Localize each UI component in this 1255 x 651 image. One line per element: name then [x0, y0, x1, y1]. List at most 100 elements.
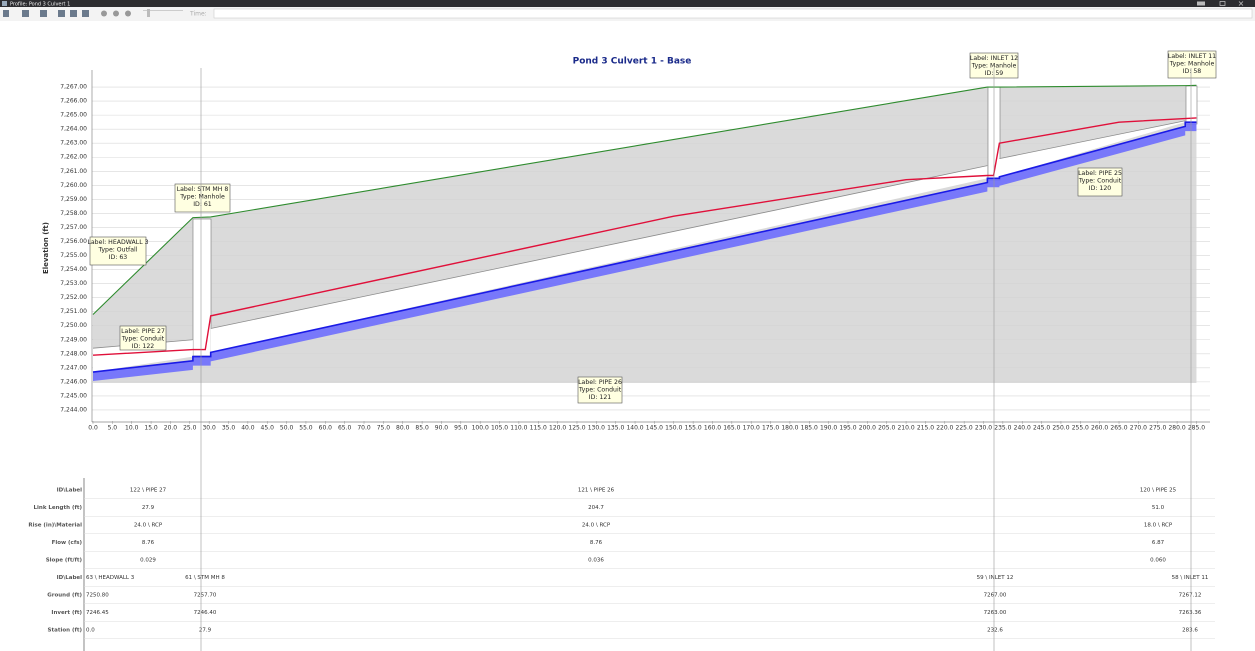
annotation-text: Type: Conduit — [1078, 178, 1122, 185]
x-tick-label: 130.0 — [588, 425, 605, 432]
y-tick-label: 7,258.00 — [60, 210, 87, 217]
x-tick-label: 200.0 — [859, 425, 876, 432]
x-tick-label: 150.0 — [665, 425, 682, 432]
table-cell: 0.036 — [588, 558, 604, 564]
annotation-box — [89, 236, 147, 266]
table-cell: 27.9 — [199, 628, 212, 634]
table-cell: 63 \ HEADWALL 3 — [86, 575, 135, 581]
y-tick-label: 7,256.00 — [60, 238, 87, 245]
title-bar — [0, 0, 1255, 7]
annotation-text: ID: 61 — [193, 201, 212, 208]
table-cell: 0.0 — [86, 628, 95, 634]
row-label: Station (ft) — [48, 628, 83, 634]
x-tick-label: 5.0 — [108, 425, 118, 432]
annotation-text: Type: Manhole — [971, 63, 1017, 70]
tool-button[interactable] — [3, 10, 9, 17]
restore-button[interactable] — [1219, 1, 1226, 6]
table-cell: 6.87 — [1152, 540, 1165, 546]
close-button[interactable] — [1238, 1, 1244, 6]
annotation-text: Type: Manhole — [179, 194, 225, 201]
pipe-interior — [93, 339, 193, 373]
y-tick-label: 7,246.00 — [60, 378, 87, 385]
y-tick-label: 7,267.00 — [60, 84, 87, 91]
annotation-box — [174, 183, 231, 213]
row-label: Ground (ft) — [47, 593, 82, 599]
annotation-box — [969, 52, 1019, 79]
table-cell: 61 \ STM MH 8 — [185, 575, 225, 581]
annotation-text: ID: 58 — [1183, 68, 1202, 75]
time-input[interactable] — [213, 8, 1253, 19]
x-tick-label: 15.0 — [144, 425, 158, 432]
x-tick-label: 185.0 — [801, 425, 818, 432]
y-tick-label: 7,254.00 — [60, 266, 87, 273]
table-cell: 120 \ PIPE 25 — [1140, 488, 1177, 494]
table-cell: 51.0 — [1152, 505, 1165, 511]
app-icon — [2, 1, 7, 6]
table-cell: 204.7 — [588, 505, 604, 511]
x-tick-label: 145.0 — [646, 425, 663, 432]
x-tick-label: 225.0 — [956, 425, 973, 432]
y-tick-label: 7,250.00 — [60, 322, 87, 329]
profile-line — [92, 121, 1197, 373]
x-tick-label: 230.0 — [975, 425, 992, 432]
row-label: Rise (in)\Material — [28, 523, 82, 529]
table-cell: 7267.00 — [984, 593, 1007, 599]
tool-button[interactable] — [40, 10, 47, 17]
x-tick-label: 135.0 — [607, 425, 624, 432]
x-tick-label: 20.0 — [164, 425, 178, 432]
x-tick-label: 205.0 — [878, 425, 895, 432]
x-tick-label: 235.0 — [994, 425, 1011, 432]
play-button[interactable] — [101, 10, 107, 17]
table-cell: 7246.45 — [86, 610, 109, 616]
row-label: Slope (ft/ft) — [46, 558, 83, 564]
pause-button[interactable] — [113, 10, 119, 17]
y-tick-label: 7,252.00 — [60, 294, 87, 301]
y-tick-label: 7,249.00 — [60, 336, 87, 343]
x-tick-label: 25.0 — [183, 425, 197, 432]
table-cell: 59 \ INLET 12 — [977, 575, 1014, 581]
layout-button[interactable] — [1197, 1, 1205, 6]
annotation-text: ID: 63 — [109, 254, 128, 261]
x-tick-label: 30.0 — [202, 425, 216, 432]
slider-thumb[interactable] — [147, 9, 150, 17]
x-tick-label: 160.0 — [704, 425, 721, 432]
y-tick-label: 7,255.00 — [60, 252, 87, 259]
x-tick-label: 245.0 — [1033, 425, 1050, 432]
table-cell: 0.029 — [140, 558, 156, 564]
y-tick-label: 7,257.00 — [60, 224, 87, 231]
y-tick-label: 7,266.00 — [60, 98, 87, 105]
tool-button[interactable] — [82, 10, 89, 17]
x-tick-label: 240.0 — [1014, 425, 1031, 432]
annotation-text: Label: HEADWALL 3 — [87, 239, 148, 246]
y-tick-label: 7,261.00 — [60, 168, 87, 175]
window-title: Profile: Pond 3 Culvert 1 — [10, 1, 70, 7]
stop-button[interactable] — [125, 10, 131, 17]
x-tick-label: 90.0 — [435, 425, 449, 432]
x-tick-label: 115.0 — [530, 425, 547, 432]
x-tick-label: 285.0 — [1188, 425, 1205, 432]
manhole — [192, 218, 212, 357]
x-tick-label: 85.0 — [415, 425, 429, 432]
x-tick-label: 95.0 — [454, 425, 468, 432]
y-tick-label: 7,248.00 — [60, 350, 87, 357]
x-tick-label: 75.0 — [377, 425, 391, 432]
y-tick-label: 7,247.00 — [60, 364, 87, 371]
row-label: Invert (ft) — [51, 610, 82, 616]
tool-button[interactable] — [58, 10, 65, 17]
x-tick-label: 100.0 — [472, 425, 489, 432]
time-slider[interactable] — [143, 10, 183, 11]
x-tick-label: 110.0 — [510, 425, 527, 432]
annotation-box — [577, 376, 623, 404]
y-tick-label: 7,253.00 — [60, 280, 87, 287]
annotation-box — [1167, 50, 1217, 79]
x-tick-label: 120.0 — [549, 425, 566, 432]
table-cell: 24.0 \ RCP — [582, 523, 611, 529]
table-cell: 0.060 — [1150, 558, 1166, 564]
toolbar-buttons — [3, 9, 183, 17]
tool-button[interactable] — [22, 10, 29, 17]
x-tick-label: 80.0 — [396, 425, 410, 432]
y-tick-label: 7,262.00 — [60, 154, 87, 161]
annotation-text: Label: INLET 12 — [970, 55, 1018, 62]
tool-button[interactable] — [70, 10, 77, 17]
annotation-text: Type: Conduit — [121, 336, 165, 343]
